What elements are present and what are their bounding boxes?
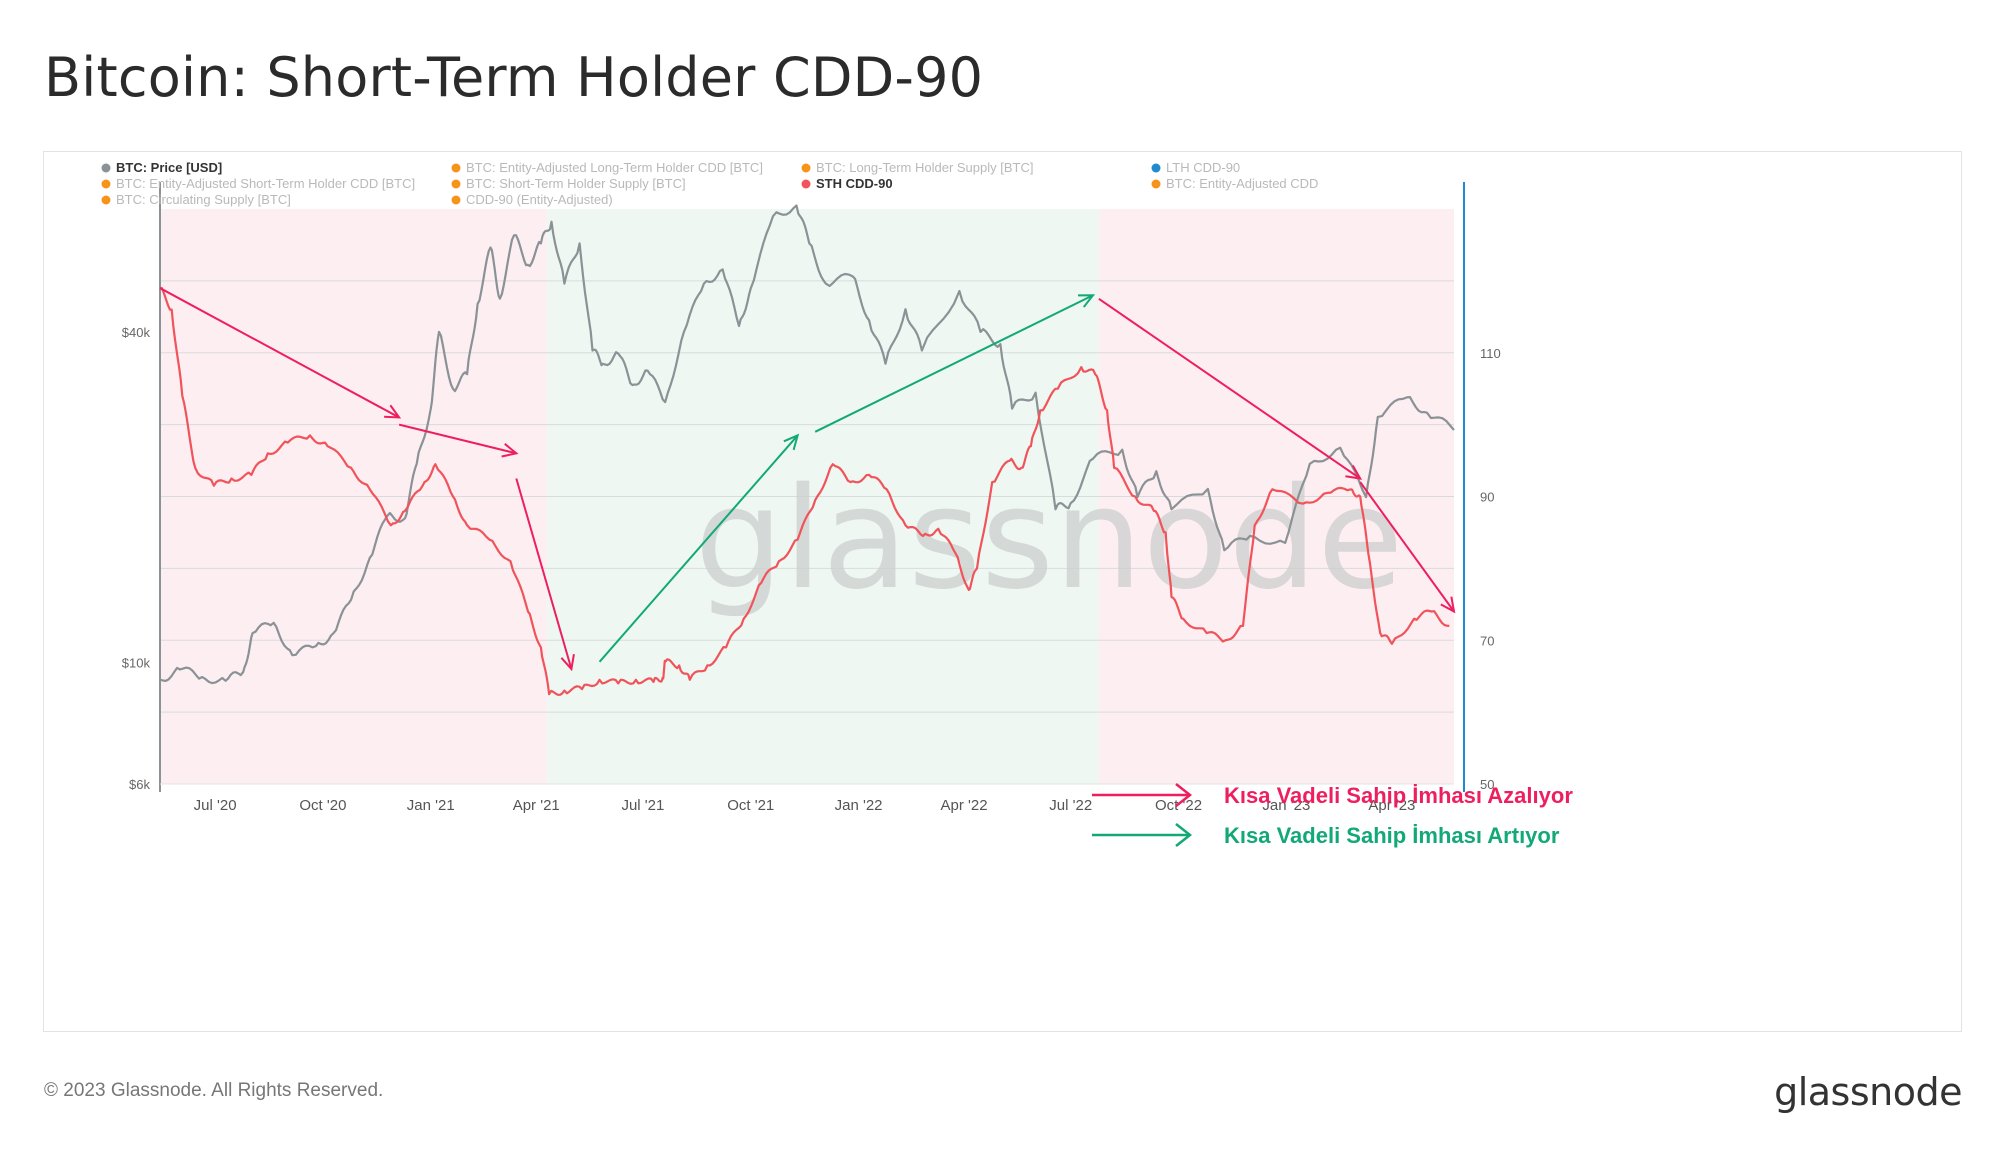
trend-arrow-7 <box>1359 481 1456 614</box>
annotation-legend: Kısa Vadeli Sahip İmhası Azalıyor Kısa Va… <box>1092 783 1573 848</box>
y-right-tick-label: 70 <box>1480 633 1494 648</box>
x-tick-label: Jan '23 <box>1262 797 1310 814</box>
legend-dot-icon <box>451 163 461 173</box>
trend-arrow-head <box>560 654 575 672</box>
legend-label: BTC: Short-Term Holder Supply [BTC] <box>466 176 686 191</box>
x-tick-label: Oct '20 <box>299 797 346 814</box>
legend-label: BTC: Entity-Adjusted Short-Term Holder C… <box>116 176 415 191</box>
annotation-increasing-arrowhead <box>1175 823 1193 847</box>
trend-arrow-1 <box>159 287 402 419</box>
annotation-increasing-label: Kısa Vadeli Sahip İmhası Artıyor <box>1224 823 1560 848</box>
legend-dot-icon <box>1151 163 1161 173</box>
legend-label: BTC: Entity-Adjusted CDD <box>1166 176 1318 191</box>
legend-item[interactable]: BTC: Entity-Adjusted CDD <box>1151 176 1319 191</box>
trend-arrow-shaft <box>598 434 799 663</box>
chart-container: glassnode $6k $10k $40k 50 70 90 110 Jul '20 Oct… <box>43 151 1962 1032</box>
legend-item[interactable]: BTC: Price [USD] <box>101 160 223 175</box>
x-tick-label: Jul '20 <box>194 797 237 814</box>
page-title: Bitcoin: Short-Term Holder CDD-90 <box>44 46 984 109</box>
x-tick-label: Jan '21 <box>407 797 455 814</box>
trend-arrow-4 <box>598 433 800 663</box>
y-right-tick-label: 50 <box>1480 777 1494 792</box>
trend-arrow-head <box>1440 596 1456 614</box>
x-tick-label: Jul '22 <box>1049 797 1092 814</box>
legend-label: STH CDD-90 <box>816 176 893 191</box>
x-tick-label: Apr '23 <box>1368 797 1415 814</box>
y-left-tick-label: $10k <box>122 655 151 670</box>
trend-arrow-shaft <box>814 294 1094 433</box>
trend-arrow-head <box>384 404 402 419</box>
legend: BTC: Price [USD] BTC: Entity-Adjusted Lon… <box>101 160 1319 207</box>
trend-arrow-2 <box>398 423 519 458</box>
legend-item[interactable]: BTC: Entity-Adjusted Long-Term Holder CD… <box>451 160 763 175</box>
legend-label: BTC: Circulating Supply [BTC] <box>116 192 291 207</box>
y-left-tick-label: $40k <box>122 325 151 340</box>
trend-arrow-shaft <box>515 478 573 670</box>
legend-dot-icon <box>101 163 111 173</box>
trend-arrow-shaft <box>398 423 517 455</box>
trend-arrow-3 <box>515 478 575 672</box>
trend-arrow-5 <box>814 294 1096 433</box>
legend-dot-icon <box>451 195 461 205</box>
legend-dot-icon <box>101 179 111 189</box>
x-tick-label: Apr '22 <box>941 797 988 814</box>
x-tick-label: Oct '21 <box>727 797 774 814</box>
x-tick-label: Apr '21 <box>513 797 560 814</box>
legend-dot-icon <box>801 179 811 189</box>
trend-arrow-head <box>1345 465 1363 480</box>
annotation-decreasing-arrowhead <box>1175 783 1193 807</box>
legend-label: BTC: Entity-Adjusted Long-Term Holder CD… <box>466 160 763 175</box>
legend-label: LTH CDD-90 <box>1166 160 1240 175</box>
trend-arrow-6 <box>1098 298 1363 480</box>
y-left-tick-label: $6k <box>129 777 150 792</box>
y-right-tick-label: 110 <box>1480 346 1501 361</box>
btc-price-line <box>159 204 1455 685</box>
legend-item[interactable]: BTC: Long-Term Holder Supply [BTC] <box>801 160 1034 175</box>
x-tick-label: Jan '22 <box>835 797 883 814</box>
legend-dot-icon <box>451 179 461 189</box>
legend-item[interactable]: LTH CDD-90 <box>1151 160 1241 175</box>
annotation-increasing: Kısa Vadeli Sahip İmhası Artıyor <box>1092 823 1560 848</box>
y-right-tick-label: 90 <box>1480 490 1494 505</box>
x-tick-label: Jul '21 <box>621 797 664 814</box>
trend-arrow-shaft <box>1098 298 1361 480</box>
trend-arrow-head <box>783 433 800 451</box>
legend-item[interactable]: BTC: Entity-Adjusted Short-Term Holder C… <box>101 176 416 191</box>
copyright-text: © 2023 Glassnode. All Rights Reserved. <box>44 1080 384 1101</box>
legend-item[interactable]: CDD-90 (Entity-Adjusted) <box>451 192 613 207</box>
glassnode-logo: glassnode <box>1774 1070 1962 1114</box>
watermark: glassnode <box>695 458 1404 621</box>
legend-label: BTC: Long-Term Holder Supply [BTC] <box>816 160 1033 175</box>
trend-arrow-head <box>1077 294 1096 308</box>
legend-dot-icon <box>801 163 811 173</box>
legend-label: CDD-90 (Entity-Adjusted) <box>466 192 613 207</box>
legend-item[interactable]: BTC: Short-Term Holder Supply [BTC] <box>451 176 686 191</box>
trend-arrow-shaft <box>1359 481 1455 613</box>
sth-cdd-90-line <box>159 286 1450 696</box>
annotation-decreasing: Kısa Vadeli Sahip İmhası Azalıyor <box>1092 783 1573 808</box>
legend-item[interactable]: STH CDD-90 <box>801 176 893 191</box>
annotation-decreasing-label: Kısa Vadeli Sahip İmhası Azalıyor <box>1224 783 1573 808</box>
trend-arrows <box>159 287 1456 672</box>
legend-dot-icon <box>101 195 111 205</box>
legend-item[interactable]: BTC: Circulating Supply [BTC] <box>101 192 291 207</box>
trend-arrow-shaft <box>159 287 400 419</box>
line-chart: glassnode $6k $10k $40k 50 70 90 110 Jul '20 Oct… <box>101 160 1573 848</box>
series-lines <box>159 204 1455 696</box>
legend-dot-icon <box>1151 179 1161 189</box>
trend-arrow-head <box>501 443 519 458</box>
legend-label: BTC: Price [USD] <box>116 160 222 175</box>
